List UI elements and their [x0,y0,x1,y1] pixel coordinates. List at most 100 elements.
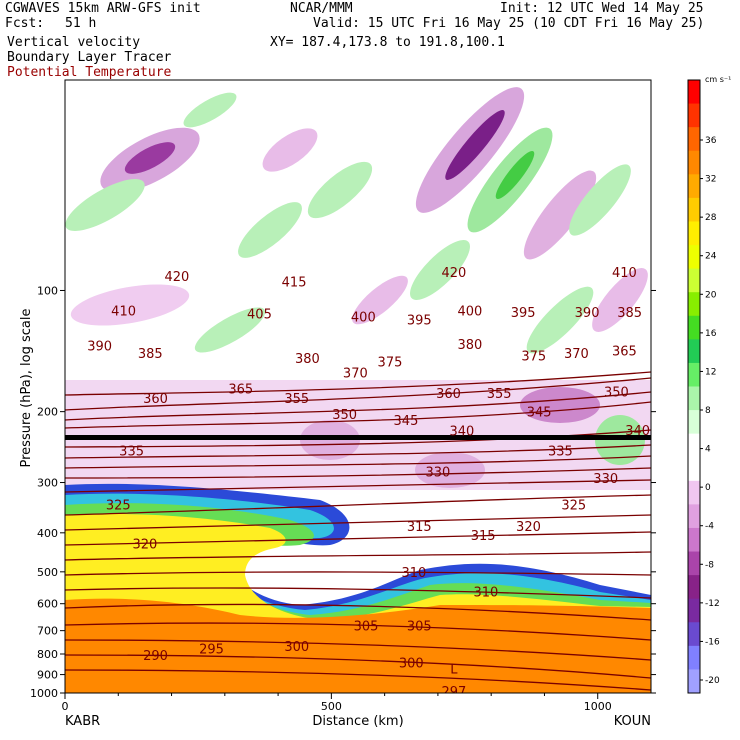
theta-label: 305 [407,620,432,635]
y-tick-label: 900 [37,669,58,682]
colorbar-swatch [688,410,700,435]
theta-label: 420 [164,270,189,285]
shaded-fields: 420 415 420 410 410 405 400 395 400 395 390 385 390 3… [65,87,651,700]
theta-label: 360 [143,392,168,407]
theta-label: 325 [106,498,131,513]
theta-label: 410 [612,266,637,281]
endpoint-left: KABR [65,714,100,729]
colorbar-swatch [688,480,700,505]
cross-section-endpoints: XY= 187.4,173.8 to 191.8,100.1 [270,35,505,50]
colorbar-swatch [688,362,700,387]
colorbar-swatch [688,221,700,246]
y-axis-title: Pressure (hPa), log scale [19,309,34,468]
theta-label: 380 [457,338,482,353]
y-tick-label: 1000 [30,687,58,700]
colorbar-label: -8 [705,560,714,570]
colorbar-swatch [688,245,700,270]
colorbar-label: -12 [705,599,720,609]
velocity-streak [70,284,190,326]
colorbar-swatch [688,80,700,105]
theta-label: 325 [561,498,586,513]
colorbar-swatch [688,150,700,175]
theta-label: 340 [625,424,650,439]
theta-label: 330 [425,466,450,481]
y-tick-label: 400 [37,527,58,540]
colorbar-label: -20 [705,676,720,686]
velocity-streak [569,164,631,236]
init-time: Init: 12 UTC Wed 14 May 25 [500,1,704,16]
theta-label: 320 [132,537,157,552]
velocity-streak [445,110,505,180]
x-tick-label: 500 [321,700,342,713]
colorbar-label: 20 [705,290,717,300]
theta-label: 315 [471,529,496,544]
endpoint-right: KOUN [614,714,651,729]
colorbar-label: 8 [705,406,711,416]
colorbar-label: 16 [705,329,717,339]
colorbar-label: 12 [705,367,716,377]
theta-label: 390 [87,340,112,355]
organization-label: NCAR/MMM [290,1,353,16]
theta-label: 350 [332,408,357,423]
colorbar-label: 36 [705,136,717,146]
theta-label: 300 [284,640,309,655]
velocity-streak [262,128,318,172]
colorbar-swatch [688,598,700,623]
theta-label: 400 [457,304,482,319]
colorbar-swatch [688,504,700,529]
colorbar-swatch [688,197,700,222]
colorbar-swatch [688,315,700,340]
theta-label: 390 [575,306,600,321]
y-tick-label: 300 [37,477,58,490]
theta-label: 305 [354,620,379,635]
theta-label: L [450,663,458,678]
theta-label: 345 [394,414,419,429]
colorbar-label: 0 [705,483,711,493]
colorbar-swatch [688,174,700,199]
theta-label: 380 [295,352,320,367]
theta-label: 420 [441,266,466,281]
y-tick-label: 700 [37,625,58,638]
theta-label: 295 [199,642,224,657]
theta-label: 335 [119,445,144,460]
colorbar-swatch [688,339,700,364]
theta-label: 330 [593,472,618,487]
theta-label: 385 [138,347,163,362]
y-tick-label: 200 [37,406,58,419]
theta-label: 355 [284,392,309,407]
theta-label: 297 [441,685,466,700]
theta-label: 340 [449,425,474,440]
velocity-streak [65,179,145,231]
y-tick-label: 600 [37,598,58,611]
theta-label: 415 [282,276,307,291]
colorbar-unit: cm s⁻¹ [705,75,731,84]
velocity-streak [238,202,302,258]
theta-label: 310 [473,586,498,601]
x-tick-label: 0 [62,700,69,713]
colorbar-swatch [688,268,700,293]
field-potential-temperature: Potential Temperature [7,65,172,80]
velocity-streak [183,92,237,128]
plot-frame [64,79,652,694]
velocity-streak [520,387,600,423]
theta-label: 350 [604,385,629,400]
velocity-streak [415,452,485,488]
theta-label: 355 [487,387,512,402]
theta-label: 315 [407,520,432,535]
velocity-streak [495,150,535,200]
colorbar-label: 24 [705,252,717,262]
theta-label: 290 [143,649,168,664]
x-axis-title: Distance (km) [312,714,403,729]
colorbar-swatch [688,103,700,128]
velocity-streak [352,275,408,325]
colorbar-label: 4 [705,445,711,455]
theta-label: 320 [516,520,541,535]
model-title: CGWAVES 15km ARW-GFS init [5,1,201,16]
tropopause-line [65,435,651,440]
theta-label: 395 [407,313,432,328]
theta-label: 335 [548,445,573,460]
velocity-streak [526,286,594,354]
forecast-hour-label: Fcst: [5,16,45,31]
colorbar-swatch [688,433,700,458]
